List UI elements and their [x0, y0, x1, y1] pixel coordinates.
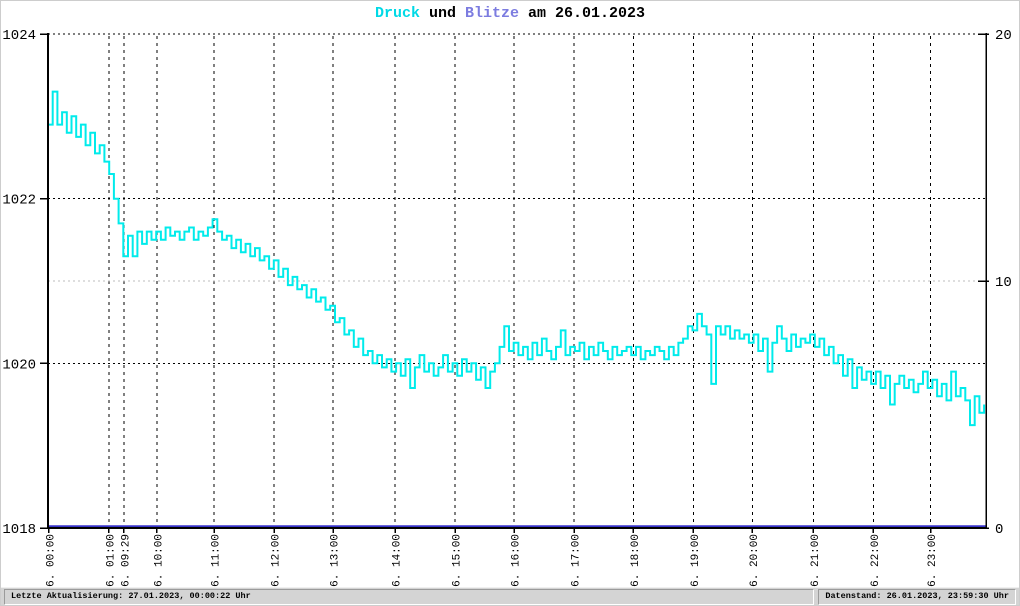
x-axis-labels: 26. 00:00 26. 01:00 26. 09:29 26. 10:00 26. …: [45, 534, 939, 589]
status-data-state: Datenstand: 26.01.2023, 23:59:30 Uhr: [818, 588, 1016, 605]
axis-ticks: [40, 33, 989, 533]
svg-text:26. 21:00: 26. 21:00: [810, 534, 822, 589]
svg-text:26. 13:00: 26. 13:00: [330, 534, 342, 589]
svg-text:26. 20:00: 26. 20:00: [749, 534, 761, 589]
svg-text:1020: 1020: [2, 357, 36, 373]
svg-text:26. 16:00: 26. 16:00: [511, 534, 523, 589]
svg-text:0: 0: [995, 522, 1003, 538]
y-axis-right-labels: 20 10 0: [995, 28, 1012, 538]
title-druck-label: Druck: [374, 5, 420, 22]
svg-text:26. 15:00: 26. 15:00: [452, 534, 464, 589]
svg-text:1024: 1024: [2, 28, 36, 44]
svg-text:26. 22:00: 26. 22:00: [870, 534, 882, 589]
svg-text:26. 18:00: 26. 18:00: [630, 534, 642, 589]
svg-text:26. 14:00: 26. 14:00: [392, 534, 404, 589]
svg-text:26. 19:00: 26. 19:00: [690, 534, 702, 589]
svg-text:1018: 1018: [2, 522, 36, 538]
chart-title: Druck und Blitze am 26.01.2023: [1, 5, 1019, 22]
title-date-text: am 26.01.2023: [519, 5, 646, 22]
horizontal-gridlines: [48, 33, 986, 364]
svg-text:26. 09:29: 26. 09:29: [120, 534, 132, 589]
svg-text:26. 12:00: 26. 12:00: [271, 534, 283, 589]
svg-text:26. 17:00: 26. 17:00: [571, 534, 583, 589]
svg-text:26. 11:00: 26. 11:00: [211, 534, 223, 589]
svg-text:26. 23:00: 26. 23:00: [927, 534, 939, 589]
svg-text:26. 01:00: 26. 01:00: [105, 534, 117, 589]
status-last-update: Letzte Aktualisierung: 27.01.2023, 00:00…: [4, 588, 815, 605]
svg-text:1022: 1022: [2, 193, 36, 209]
title-blitze-label: Blitze: [464, 5, 519, 22]
svg-text:10: 10: [995, 275, 1012, 291]
series-druck: [48, 90, 986, 427]
y-axis-left-labels: 1024 1022 1020 1018: [2, 28, 36, 538]
svg-text:20: 20: [995, 28, 1012, 44]
title-und-text: und: [419, 5, 465, 22]
svg-text:26. 00:00: 26. 00:00: [45, 534, 57, 589]
status-bar: Letzte Aktualisierung: 27.01.2023, 00:00…: [1, 587, 1019, 605]
svg-text:26. 10:00: 26. 10:00: [153, 534, 165, 589]
